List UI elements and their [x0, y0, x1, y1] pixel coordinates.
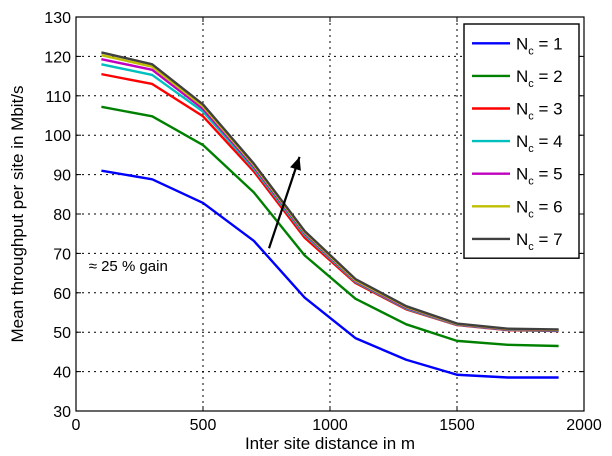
- x-axis-label: Inter site distance in m: [245, 434, 415, 453]
- y-tick-label: 60: [53, 286, 71, 303]
- y-tick-label: 120: [44, 49, 71, 66]
- y-tick-label: 70: [53, 246, 71, 263]
- legend-label: Nc = 5: [516, 165, 563, 188]
- y-tick-label: 80: [53, 207, 71, 224]
- legend-label: Nc = 3: [516, 100, 563, 123]
- legend-label: Nc = 1: [516, 34, 563, 57]
- annotations: ≈ 25 % gain: [89, 156, 301, 275]
- y-tick-label: 130: [44, 10, 71, 27]
- series-line-nc-7: [101, 51, 559, 331]
- x-tick-label: 2000: [566, 417, 602, 434]
- series-lines: [101, 51, 559, 379]
- y-tick-label: 110: [45, 89, 71, 106]
- x-tick-label: 1500: [439, 417, 475, 434]
- y-tick-label: 40: [53, 365, 71, 382]
- axis-ticks: 0 500 1000 1500 2000 30 40 50 60 70 80 90 100 110 120 1…: [44, 10, 602, 434]
- series-line-nc-2: [101, 105, 559, 348]
- series-line-nc-1: [101, 169, 559, 379]
- x-tick-label: 500: [190, 417, 217, 434]
- y-tick-label: 100: [44, 128, 71, 145]
- x-tick-label: 0: [72, 417, 81, 434]
- legend-label: Nc = 7: [516, 230, 563, 253]
- legend-label: Nc = 2: [516, 67, 563, 90]
- legend-label: Nc = 6: [516, 197, 563, 220]
- x-tick-label: 1000: [312, 417, 348, 434]
- gain-arrow-shaft: [267, 156, 301, 249]
- plot-frame: [75, 16, 585, 412]
- y-tick-label: 90: [53, 168, 71, 185]
- gain-annotation: ≈ 25 % gain: [89, 258, 168, 275]
- y-tick-label: 50: [53, 325, 71, 342]
- legend-label: Nc = 4: [516, 132, 563, 155]
- legend: Nc = 1 Nc = 2 Nc = 3 Nc = 4 Nc = 5 Nc = 6 Nc =…: [463, 23, 580, 259]
- gain-arrow-head: [290, 156, 301, 171]
- y-axis-label: Mean throughput per site in Mbit/s: [8, 85, 27, 342]
- y-tick-label: 30: [53, 404, 71, 421]
